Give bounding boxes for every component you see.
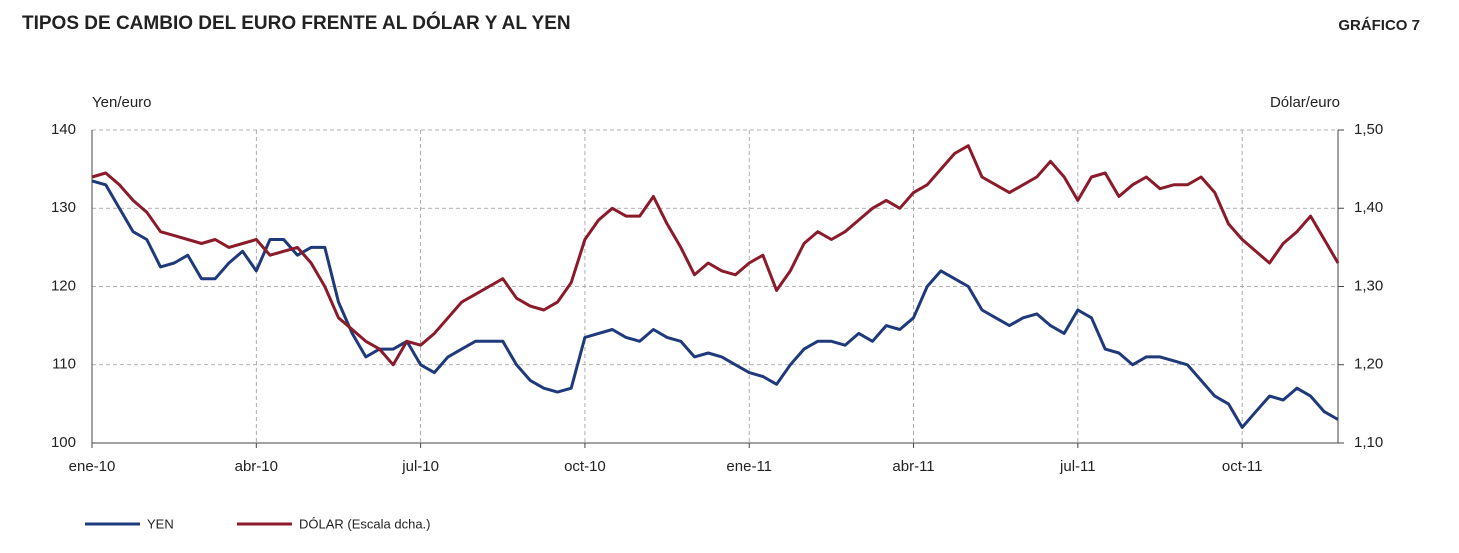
legend-label: DÓLAR (Escala dcha.) — [299, 516, 431, 531]
y-tick-label: 130 — [51, 199, 76, 216]
chart-tag: GRÁFICO 7 — [1338, 17, 1420, 34]
x-tick-label: abr-11 — [892, 458, 934, 475]
y2-tick-label: 1,30 — [1354, 277, 1383, 294]
series-line — [91, 179, 1339, 429]
y2-tick-label: 1,10 — [1354, 434, 1383, 451]
y-axis-title: Yen/euro — [92, 94, 152, 111]
y2-tick-label: 1,40 — [1354, 199, 1383, 216]
y2-tick-label: 1,50 — [1354, 121, 1383, 138]
y-tick-label: 100 — [51, 434, 76, 451]
x-tick-label: abr-10 — [235, 458, 278, 475]
y-tick-label: 120 — [51, 277, 76, 294]
x-tick-label: jul-10 — [401, 458, 439, 475]
legend-label: YEN — [147, 516, 174, 531]
x-tick-label: ene-10 — [69, 458, 116, 475]
y-tick-label: 140 — [51, 121, 76, 138]
y2-axis-title: Dólar/euro — [1270, 94, 1340, 111]
chart-title: TIPOS DE CAMBIO DEL EURO FRENTE AL DÓLAR… — [22, 12, 571, 34]
x-tick-label: ene-11 — [726, 458, 772, 475]
y2-tick-label: 1,20 — [1354, 356, 1383, 373]
y-tick-label: 110 — [52, 356, 76, 373]
series-line — [91, 144, 1340, 367]
x-tick-label: oct-11 — [1222, 458, 1263, 475]
plot-frame — [91, 130, 1339, 444]
x-tick-label: oct-10 — [564, 458, 606, 475]
x-tick-label: jul-11 — [1059, 458, 1096, 475]
